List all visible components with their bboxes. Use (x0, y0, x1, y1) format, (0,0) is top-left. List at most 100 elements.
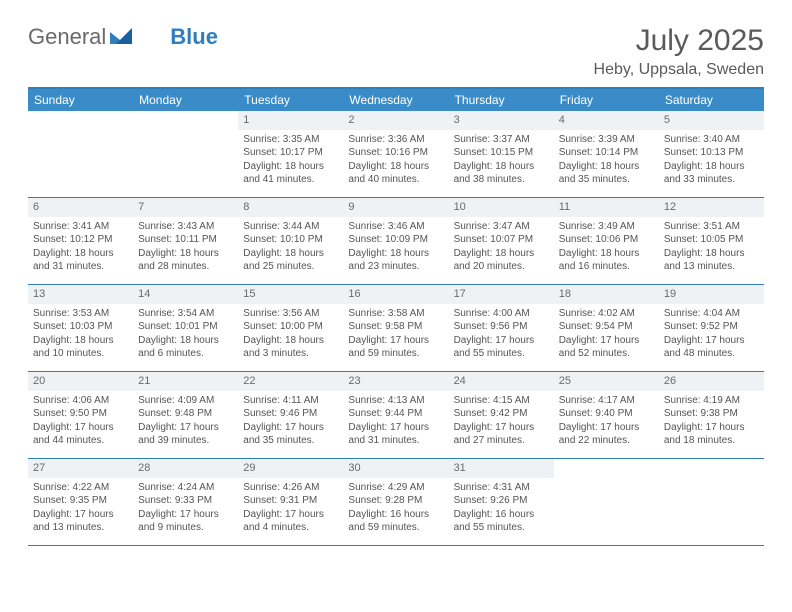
sunset-text: Sunset: 9:46 PM (243, 407, 338, 421)
day-number: 24 (449, 372, 554, 391)
brand-part1: General (28, 24, 106, 50)
dayhead-friday: Friday (554, 89, 659, 111)
day-number: 26 (659, 372, 764, 391)
sunrise-text: Sunrise: 4:00 AM (454, 307, 549, 321)
calendar-cell: 28Sunrise: 4:24 AMSunset: 9:33 PMDayligh… (133, 459, 238, 545)
calendar-cell: 2Sunrise: 3:36 AMSunset: 10:16 PMDayligh… (343, 111, 448, 197)
dayhead-wednesday: Wednesday (343, 89, 448, 111)
sunrise-text: Sunrise: 3:47 AM (454, 220, 549, 234)
sunset-text: Sunset: 10:07 PM (454, 233, 549, 247)
day-number: 16 (343, 285, 448, 304)
day-number: 20 (28, 372, 133, 391)
daylight-text: Daylight: 18 hours and 31 minutes. (33, 247, 128, 274)
sunrise-text: Sunrise: 4:15 AM (454, 394, 549, 408)
brand-logo: General Blue (28, 24, 218, 50)
calendar-cell: . (133, 111, 238, 197)
calendar-cell: 18Sunrise: 4:02 AMSunset: 9:54 PMDayligh… (554, 285, 659, 371)
day-number: 1 (238, 111, 343, 130)
calendar-week: 13Sunrise: 3:53 AMSunset: 10:03 PMDaylig… (28, 285, 764, 372)
sunrise-text: Sunrise: 3:54 AM (138, 307, 233, 321)
calendar-week: 20Sunrise: 4:06 AMSunset: 9:50 PMDayligh… (28, 372, 764, 459)
sunrise-text: Sunrise: 4:31 AM (454, 481, 549, 495)
daylight-text: Daylight: 16 hours and 59 minutes. (348, 508, 443, 535)
sunset-text: Sunset: 10:16 PM (348, 146, 443, 160)
sunrise-text: Sunrise: 3:35 AM (243, 133, 338, 147)
calendar-cell: . (554, 459, 659, 545)
sunrise-text: Sunrise: 4:11 AM (243, 394, 338, 408)
calendar-cell: 19Sunrise: 4:04 AMSunset: 9:52 PMDayligh… (659, 285, 764, 371)
sunrise-text: Sunrise: 4:06 AM (33, 394, 128, 408)
sunrise-text: Sunrise: 4:26 AM (243, 481, 338, 495)
sunrise-text: Sunrise: 4:22 AM (33, 481, 128, 495)
calendar-cell: 30Sunrise: 4:29 AMSunset: 9:28 PMDayligh… (343, 459, 448, 545)
sunset-text: Sunset: 10:12 PM (33, 233, 128, 247)
day-number: 18 (554, 285, 659, 304)
sunrise-text: Sunrise: 3:41 AM (33, 220, 128, 234)
logo-triangle-icon (110, 24, 132, 50)
calendar-cell: 31Sunrise: 4:31 AMSunset: 9:26 PMDayligh… (449, 459, 554, 545)
sunrise-text: Sunrise: 3:51 AM (664, 220, 759, 234)
sunset-text: Sunset: 9:56 PM (454, 320, 549, 334)
sunset-text: Sunset: 9:58 PM (348, 320, 443, 334)
calendar-cell: 25Sunrise: 4:17 AMSunset: 9:40 PMDayligh… (554, 372, 659, 458)
day-number: 15 (238, 285, 343, 304)
dayhead-saturday: Saturday (659, 89, 764, 111)
daylight-text: Daylight: 17 hours and 4 minutes. (243, 508, 338, 535)
daylight-text: Daylight: 17 hours and 22 minutes. (559, 421, 654, 448)
calendar-cell: 4Sunrise: 3:39 AMSunset: 10:14 PMDayligh… (554, 111, 659, 197)
calendar-cell: 11Sunrise: 3:49 AMSunset: 10:06 PMDaylig… (554, 198, 659, 284)
day-number: 7 (133, 198, 238, 217)
dayhead-tuesday: Tuesday (238, 89, 343, 111)
sunrise-text: Sunrise: 3:37 AM (454, 133, 549, 147)
sunrise-text: Sunrise: 4:02 AM (559, 307, 654, 321)
sunrise-text: Sunrise: 3:56 AM (243, 307, 338, 321)
calendar-cell: 29 Sunrise: 4:26 AMSunset: 9:31 PMDayligh… (238, 459, 343, 545)
sunrise-text: Sunrise: 4:13 AM (348, 394, 443, 408)
sunset-text: Sunset: 10:14 PM (559, 146, 654, 160)
daylight-text: Daylight: 17 hours and 48 minutes. (664, 334, 759, 361)
sunset-text: Sunset: 9:44 PM (348, 407, 443, 421)
day-number: 10 (449, 198, 554, 217)
sunrise-text: Sunrise: 4:04 AM (664, 307, 759, 321)
calendar-cell: 6Sunrise: 3:41 AMSunset: 10:12 PMDayligh… (28, 198, 133, 284)
calendar-cell: 13Sunrise: 3:53 AMSunset: 10:03 PMDaylig… (28, 285, 133, 371)
calendar-cell: 17Sunrise: 4:00 AMSunset: 9:56 PMDayligh… (449, 285, 554, 371)
sunset-text: Sunset: 10:01 PM (138, 320, 233, 334)
location-text: Heby, Uppsala, Sweden (594, 61, 764, 79)
daylight-text: Daylight: 18 hours and 23 minutes. (348, 247, 443, 274)
daylight-text: Daylight: 17 hours and 31 minutes. (348, 421, 443, 448)
brand-part2: Blue (170, 24, 218, 50)
daylight-text: Daylight: 17 hours and 55 minutes. (454, 334, 549, 361)
dayhead-sunday: Sunday (28, 89, 133, 111)
sunset-text: Sunset: 10:13 PM (664, 146, 759, 160)
daylight-text: Daylight: 16 hours and 55 minutes. (454, 508, 549, 535)
day-number: 25 (554, 372, 659, 391)
day-number: 21 (133, 372, 238, 391)
daylight-text: Daylight: 18 hours and 6 minutes. (138, 334, 233, 361)
calendar-week: ..1Sunrise: 3:35 AMSunset: 10:17 PMDayli… (28, 111, 764, 198)
sunset-text: Sunset: 9:31 PM (243, 494, 338, 508)
calendar-cell: 10Sunrise: 3:47 AMSunset: 10:07 PMDaylig… (449, 198, 554, 284)
sunset-text: Sunset: 10:03 PM (33, 320, 128, 334)
daylight-text: Daylight: 18 hours and 35 minutes. (559, 160, 654, 187)
sunrise-text: Sunrise: 4:24 AM (138, 481, 233, 495)
sunset-text: Sunset: 10:17 PM (243, 146, 338, 160)
day-number: 29 (238, 459, 343, 478)
day-number: 4 (554, 111, 659, 130)
sunrise-text: Sunrise: 4:17 AM (559, 394, 654, 408)
sunset-text: Sunset: 10:09 PM (348, 233, 443, 247)
sunset-text: Sunset: 9:48 PM (138, 407, 233, 421)
daylight-text: Daylight: 17 hours and 44 minutes. (33, 421, 128, 448)
daylight-text: Daylight: 17 hours and 35 minutes. (243, 421, 338, 448)
sunrise-text: Sunrise: 4:09 AM (138, 394, 233, 408)
day-number: 30 (343, 459, 448, 478)
day-number: 28 (133, 459, 238, 478)
calendar-week: 6Sunrise: 3:41 AMSunset: 10:12 PMDayligh… (28, 198, 764, 285)
day-number: 23 (343, 372, 448, 391)
calendar-table: Sunday Monday Tuesday Wednesday Thursday… (28, 87, 764, 546)
sunrise-text: Sunrise: 4:29 AM (348, 481, 443, 495)
title-block: July 2025 Heby, Uppsala, Sweden (594, 24, 764, 79)
day-number: 31 (449, 459, 554, 478)
page-header: General Blue July 2025 Heby, Uppsala, Sw… (28, 24, 764, 79)
calendar-week: 27Sunrise: 4:22 AMSunset: 9:35 PMDayligh… (28, 459, 764, 546)
